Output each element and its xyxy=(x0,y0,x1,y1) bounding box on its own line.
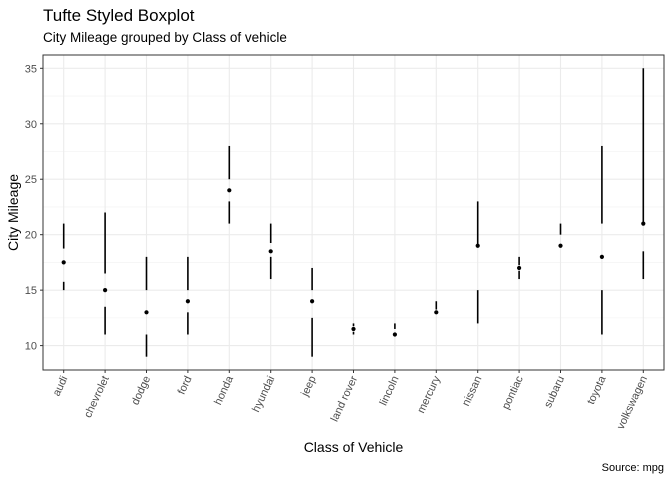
y-axis-title: City Mileage xyxy=(5,174,21,251)
chart-title: Tufte Styled Boxplot xyxy=(43,6,195,25)
plot-area xyxy=(42,54,665,371)
x-tick-label: lincoln xyxy=(378,374,402,407)
x-tick-label: toyota xyxy=(585,373,609,406)
chart-caption: Source: mpg xyxy=(602,462,664,474)
x-tick-label: pontiac xyxy=(500,374,526,412)
x-tick-label: subaru xyxy=(542,374,567,410)
median-dot xyxy=(392,332,397,337)
median-dot xyxy=(144,310,149,315)
median-dot xyxy=(103,288,108,293)
x-axis: audi chevrolet dodge ford honda hyundai jeep la… xyxy=(51,370,650,431)
median-dot xyxy=(351,326,356,332)
box-marks xyxy=(61,68,646,357)
x-tick-label: honda xyxy=(212,373,236,407)
median-dot xyxy=(434,310,439,315)
y-tick-label: 35 xyxy=(25,63,37,75)
median-dot xyxy=(558,243,563,248)
median-dot xyxy=(185,299,190,304)
y-tick-label: 15 xyxy=(25,285,37,297)
y-axis: 10 15 20 25 30 35 xyxy=(25,63,43,353)
median-dot xyxy=(310,299,315,304)
x-tick-label: nissan xyxy=(460,374,484,408)
x-tick-label: mercury xyxy=(415,374,443,416)
median-dot xyxy=(61,260,66,265)
median-dot xyxy=(227,188,232,193)
median-dot xyxy=(268,249,273,254)
x-tick-label: jeep xyxy=(299,374,319,399)
x-tick-label: audi xyxy=(51,374,71,398)
x-tick-label: hyundai xyxy=(250,374,277,414)
median-dot xyxy=(599,254,605,259)
x-tick-label: chevrolet xyxy=(82,374,112,420)
y-tick-label: 20 xyxy=(25,230,37,242)
y-tick-label: 25 xyxy=(25,174,37,186)
y-tick-label: 30 xyxy=(25,119,37,131)
chart-subtitle: City Mileage grouped by Class of vehicle xyxy=(43,30,287,45)
x-tick-label: ford xyxy=(176,374,195,396)
x-tick-label: volkswagen xyxy=(615,374,650,431)
median-dot xyxy=(641,221,646,226)
x-tick-label: land rover xyxy=(329,374,361,424)
y-tick-label: 10 xyxy=(25,341,37,353)
x-axis-title: Class of Vehicle xyxy=(304,439,404,455)
median-dot xyxy=(517,265,522,271)
median-dot xyxy=(475,243,480,248)
x-tick-label: dodge xyxy=(129,374,153,407)
